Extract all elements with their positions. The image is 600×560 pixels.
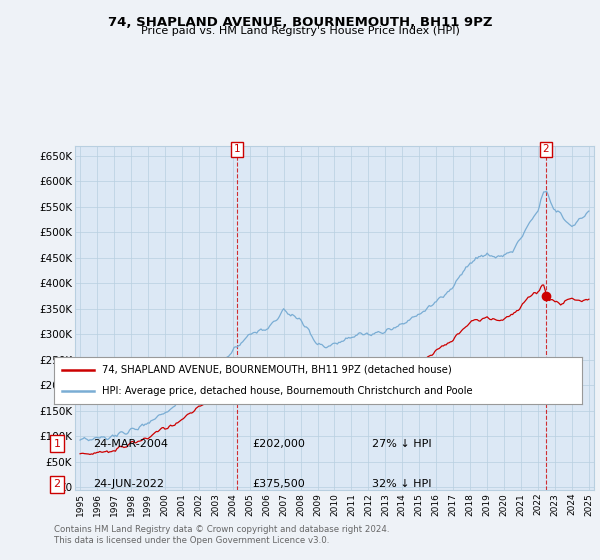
Text: £375,500: £375,500 (252, 479, 305, 489)
Text: 2: 2 (53, 479, 61, 489)
Text: 74, SHAPLAND AVENUE, BOURNEMOUTH, BH11 9PZ (detached house): 74, SHAPLAND AVENUE, BOURNEMOUTH, BH11 9… (101, 365, 451, 375)
Text: HPI: Average price, detached house, Bournemouth Christchurch and Poole: HPI: Average price, detached house, Bour… (101, 386, 472, 396)
Text: 27% ↓ HPI: 27% ↓ HPI (372, 438, 431, 449)
Text: 74, SHAPLAND AVENUE, BOURNEMOUTH, BH11 9PZ: 74, SHAPLAND AVENUE, BOURNEMOUTH, BH11 9… (108, 16, 492, 29)
Text: 2: 2 (542, 144, 550, 154)
Text: Contains HM Land Registry data © Crown copyright and database right 2024.
This d: Contains HM Land Registry data © Crown c… (54, 525, 389, 545)
Text: Price paid vs. HM Land Registry's House Price Index (HPI): Price paid vs. HM Land Registry's House … (140, 26, 460, 36)
Text: 32% ↓ HPI: 32% ↓ HPI (372, 479, 431, 489)
Text: 24-JUN-2022: 24-JUN-2022 (93, 479, 164, 489)
Text: 24-MAR-2004: 24-MAR-2004 (93, 438, 168, 449)
Text: £202,000: £202,000 (252, 438, 305, 449)
Text: 1: 1 (53, 438, 61, 449)
Text: 1: 1 (233, 144, 240, 154)
